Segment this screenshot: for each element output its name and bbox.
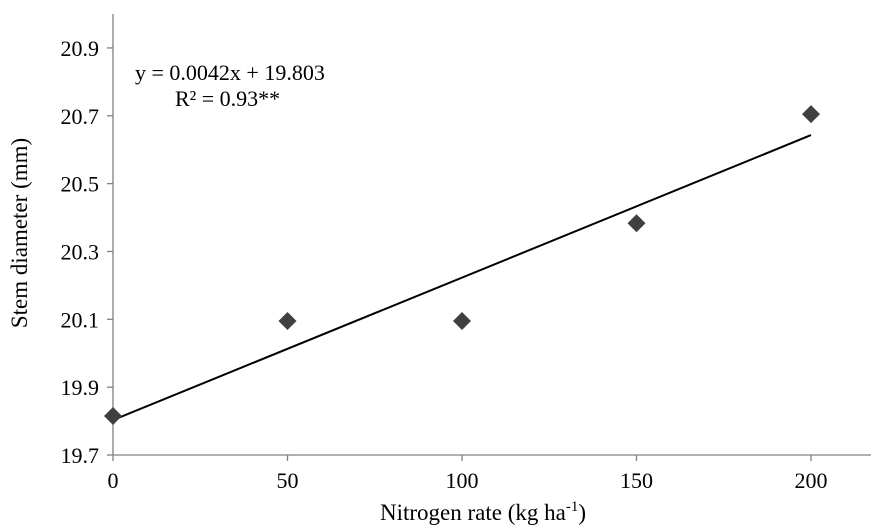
y-tick-label: 20.3	[61, 239, 100, 264]
equation-label: y = 0.0042x + 19.803	[135, 60, 325, 85]
data-point	[104, 406, 122, 425]
x-tick-label: 0	[108, 468, 119, 493]
y-tick-label: 20.5	[61, 172, 100, 197]
x-tick-label: 150	[620, 468, 653, 493]
x-tick-label: 50	[277, 468, 299, 493]
y-tick-label: 19.9	[61, 375, 100, 400]
data-point	[453, 312, 471, 331]
data-points	[104, 105, 820, 425]
y-axis-ticks: 19.7 19.9 20.1 20.3 20.5 20.7 20.9	[61, 36, 113, 468]
x-tick-label: 100	[446, 468, 479, 493]
r-squared-label: R² = 0.93**	[175, 86, 280, 111]
y-tick-label: 20.9	[61, 36, 100, 61]
y-tick-label: 19.7	[61, 443, 100, 468]
x-tick-label: 200	[795, 468, 828, 493]
data-point	[278, 312, 297, 331]
data-point	[627, 214, 646, 233]
y-axis-title: Stem diameter (mm)	[7, 138, 32, 328]
x-axis-title-main: Nitrogen rate (kg ha	[380, 500, 566, 525]
x-axis-title-close: )	[578, 500, 586, 525]
y-tick-label: 20.1	[61, 307, 100, 332]
x-axis-ticks: 0 50 100 150 200	[108, 455, 828, 493]
x-axis-title-superscript: -1	[566, 499, 579, 515]
y-tick-label: 20.7	[61, 104, 100, 129]
data-point	[802, 105, 820, 124]
trendline	[112, 134, 812, 421]
x-axis-title: Nitrogen rate (kg ha-1)	[380, 499, 586, 525]
